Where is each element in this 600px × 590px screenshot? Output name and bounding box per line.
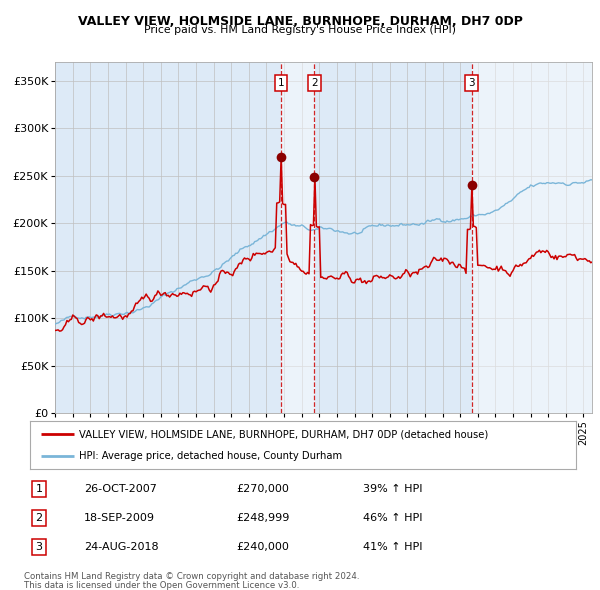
Bar — [281, 62, 314, 413]
Text: 3: 3 — [468, 78, 475, 88]
Text: Contains HM Land Registry data © Crown copyright and database right 2024.: Contains HM Land Registry data © Crown c… — [24, 572, 359, 581]
Text: 24-AUG-2018: 24-AUG-2018 — [84, 542, 158, 552]
Text: 26-OCT-2007: 26-OCT-2007 — [84, 484, 157, 494]
Text: 2: 2 — [35, 513, 43, 523]
Text: 3: 3 — [35, 542, 43, 552]
Text: £240,000: £240,000 — [236, 542, 290, 552]
Text: 18-SEP-2009: 18-SEP-2009 — [84, 513, 155, 523]
Text: Price paid vs. HM Land Registry's House Price Index (HPI): Price paid vs. HM Land Registry's House … — [144, 25, 456, 35]
Text: £270,000: £270,000 — [236, 484, 290, 494]
Text: £248,999: £248,999 — [236, 513, 290, 523]
Text: 46% ↑ HPI: 46% ↑ HPI — [364, 513, 423, 523]
Text: This data is licensed under the Open Government Licence v3.0.: This data is licensed under the Open Gov… — [24, 581, 299, 589]
Text: 1: 1 — [35, 484, 43, 494]
Text: VALLEY VIEW, HOLMSIDE LANE, BURNHOPE, DURHAM, DH7 0DP: VALLEY VIEW, HOLMSIDE LANE, BURNHOPE, DU… — [77, 15, 523, 28]
Text: VALLEY VIEW, HOLMSIDE LANE, BURNHOPE, DURHAM, DH7 0DP (detached house): VALLEY VIEW, HOLMSIDE LANE, BURNHOPE, DU… — [79, 429, 488, 439]
Text: 39% ↑ HPI: 39% ↑ HPI — [364, 484, 423, 494]
Bar — [472, 62, 592, 413]
Text: HPI: Average price, detached house, County Durham: HPI: Average price, detached house, Coun… — [79, 451, 342, 461]
Text: 2: 2 — [311, 78, 317, 88]
Text: 41% ↑ HPI: 41% ↑ HPI — [364, 542, 423, 552]
Text: 1: 1 — [278, 78, 284, 88]
